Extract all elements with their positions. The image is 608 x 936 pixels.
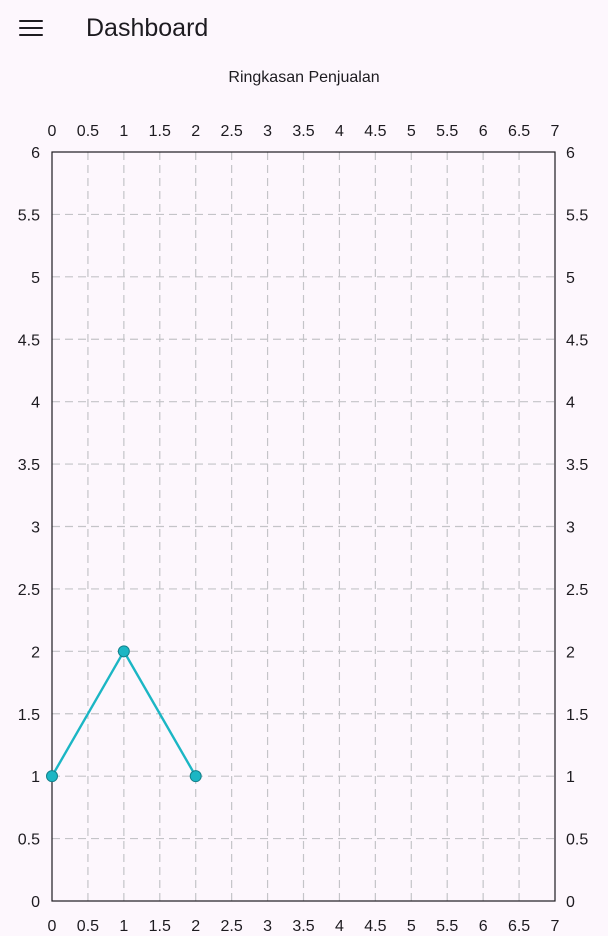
x-tick-label-bottom: 0 (48, 918, 57, 935)
y-tick-label-left: 3.5 (18, 457, 40, 474)
y-tick-label-left: 3 (31, 520, 40, 537)
y-tick-label-left: 5 (31, 270, 40, 287)
x-tick-label-bottom: 3 (263, 918, 272, 935)
x-tick-label-top: 4.5 (364, 123, 386, 140)
y-tick-label-right: 5 (566, 270, 575, 287)
y-tick-label-right: 2.5 (566, 582, 588, 599)
x-tick-label-bottom: 6 (479, 918, 488, 935)
plot-border (51, 151, 556, 902)
x-tick-label-bottom: 5.5 (436, 918, 458, 935)
x-tick-label-top: 2 (191, 123, 200, 140)
chart-title: Ringkasan Penjualan (228, 69, 379, 86)
y-tick-label-left: 1.5 (18, 707, 40, 724)
x-tick-label-top: 3 (263, 123, 272, 140)
chart-container: Ringkasan Penjualan 0 0 0.5 0.5 1 1 1.5 1.5 2 2 2.… (0, 58, 608, 936)
x-tick-label-bottom: 5 (407, 918, 416, 935)
x-tick-label-bottom: 3.5 (292, 918, 314, 935)
page-title: Dashboard (86, 14, 209, 42)
y-tick-label-right: 6 (566, 145, 575, 162)
y-tick-label-right: 4 (566, 395, 575, 412)
x-tick-label-bottom: 0.5 (77, 918, 99, 935)
grid-lines (52, 152, 555, 901)
app-bar: Dashboard (0, 0, 608, 58)
y-tick-label-left: 2 (31, 644, 40, 661)
menu-button[interactable] (12, 12, 50, 46)
tick-labels: 000.50.5111.51.5222.52.5333.53.5444.54.5… (18, 123, 589, 935)
x-tick-label-bottom: 4.5 (364, 918, 386, 935)
y-tick-label-right: 0.5 (566, 832, 588, 849)
y-tick-label-right: 1 (566, 769, 575, 786)
y-tick-label-right: 0 (566, 894, 575, 911)
series-layer (46, 645, 202, 783)
x-tick-label-top: 4 (335, 123, 344, 140)
x-tick-label-bottom: 2 (191, 918, 200, 935)
y-tick-label-right: 4.5 (566, 332, 588, 349)
y-tick-label-right: 2 (566, 644, 575, 661)
x-tick-label-top: 0.5 (77, 123, 99, 140)
x-tick-label-top: 3.5 (292, 123, 314, 140)
x-tick-label-bottom: 4 (335, 918, 344, 935)
y-tick-label-left: 0 (31, 894, 40, 911)
y-tick-label-left: 2.5 (18, 582, 40, 599)
data-point (117, 645, 130, 658)
sales-summary-chart: Ringkasan Penjualan 000.50.5111.51.5222.… (18, 69, 589, 935)
x-tick-label-bottom: 6.5 (508, 918, 530, 935)
y-tick-label-right: 3 (566, 520, 575, 537)
y-tick-label-left: 4 (31, 395, 40, 412)
x-tick-label-bottom: 2.5 (221, 918, 243, 935)
y-tick-label-left: 4.5 (18, 332, 40, 349)
x-tick-label-bottom: 7 (551, 918, 560, 935)
x-tick-label-bottom: 1 (119, 918, 128, 935)
x-tick-label-top: 2.5 (221, 123, 243, 140)
x-tick-label-top: 6 (479, 123, 488, 140)
x-tick-label-top: 5 (407, 123, 416, 140)
data-point (46, 770, 58, 783)
x-tick-label-top: 1.5 (149, 123, 171, 140)
x-tick-label-top: 6.5 (508, 123, 530, 140)
x-tick-label-top: 7 (551, 123, 560, 140)
y-tick-label-left: 0.5 (18, 832, 40, 849)
y-tick-label-left: 5.5 (18, 207, 40, 224)
x-tick-label-top: 1 (119, 123, 128, 140)
y-tick-label-right: 3.5 (566, 457, 588, 474)
y-tick-label-left: 6 (31, 145, 40, 162)
y-tick-label-right: 5.5 (566, 207, 588, 224)
x-tick-label-top: 0 (48, 123, 57, 140)
x-tick-label-bottom: 1.5 (149, 918, 171, 935)
x-tick-label-top: 5.5 (436, 123, 458, 140)
y-tick-label-left: 1 (31, 769, 40, 786)
y-tick-label-right: 1.5 (566, 707, 588, 724)
data-point (189, 770, 202, 783)
